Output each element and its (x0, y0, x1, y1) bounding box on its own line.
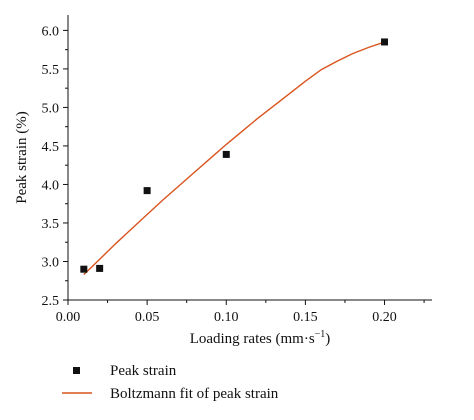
x-tick-label: 0.15 (293, 310, 318, 325)
y-tick-label: 5.5 (42, 63, 60, 78)
x-tick-label: 0.00 (56, 310, 81, 325)
x-tick-label: 0.20 (372, 310, 397, 325)
series-layer (80, 38, 389, 276)
data-point (381, 38, 389, 46)
y-axis-title: Peak strain (%) (14, 111, 30, 203)
y-tick-label: 4.5 (42, 140, 60, 155)
data-point (96, 264, 104, 272)
x-axis-title: Loading rates (mm·s−1) (190, 329, 331, 347)
legend-label-peak-strain: Peak strain (110, 363, 177, 379)
legend-marker-peak-strain (73, 367, 80, 374)
x-tick-label: 0.05 (135, 310, 160, 325)
fit-line (83, 41, 385, 276)
axes: 0.00 0.05 0.10 0.15 0.20 2.5 3.0 3.5 4.0 4.5 5.0 5.… (42, 15, 432, 325)
x-axis-title-main: Loading rates (mm·s (190, 331, 315, 347)
y-tick-label: 6.0 (42, 24, 60, 39)
data-point (222, 150, 230, 158)
y-tick-label: 2.5 (42, 294, 60, 309)
legend-label-fit: Boltzmann fit of peak strain (110, 386, 279, 402)
legend: Peak strain Boltzmann fit of peak strain (62, 363, 279, 402)
y-tick-label: 4.0 (42, 178, 60, 193)
x-tick-label: 0.10 (214, 310, 239, 325)
y-tick-label: 5.0 (42, 101, 60, 116)
x-axis-title-suffix: ) (325, 331, 330, 347)
y-tick-label: 3.0 (42, 255, 60, 270)
data-point (80, 265, 88, 273)
x-axis-title-superscript: −1 (315, 329, 326, 340)
y-tick-label: 3.5 (42, 217, 60, 232)
data-point (143, 187, 151, 195)
